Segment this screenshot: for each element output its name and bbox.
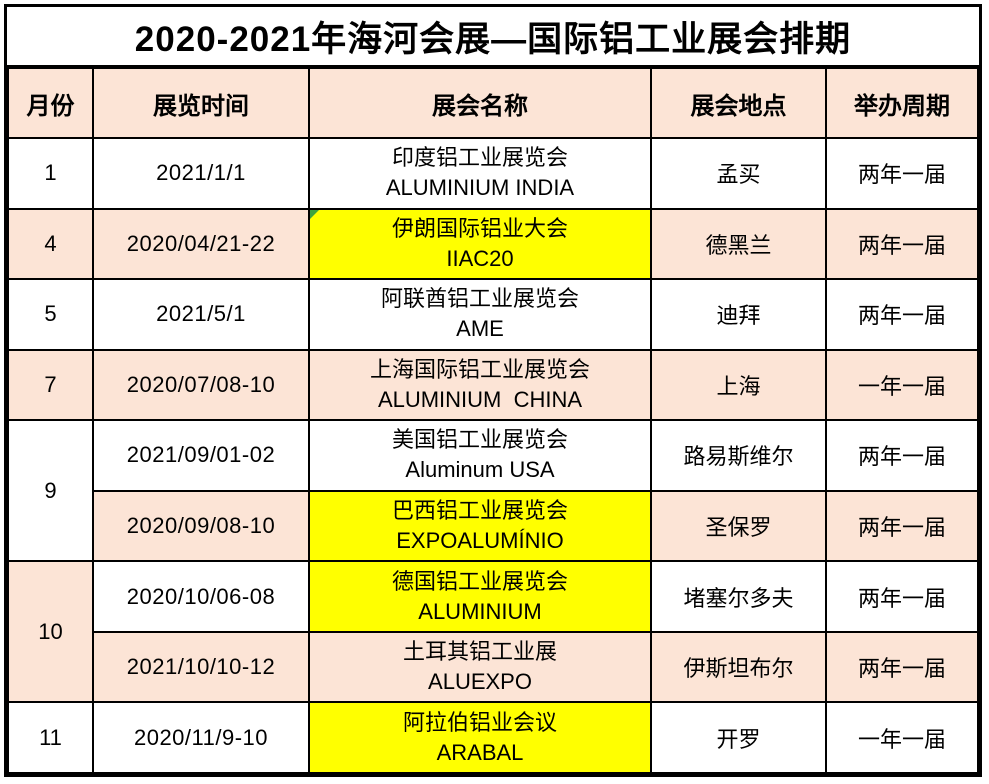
cycle-cell: 两年一届 [825, 207, 979, 281]
name-cell: 美国铝工业展览会 Aluminum USA [308, 419, 652, 492]
header-name: 展会名称 [308, 67, 652, 139]
name-cn: 伊朗国际铝业大会 [391, 215, 568, 241]
header-cycle: 举办周期 [825, 67, 979, 139]
cycle-cell: 一年一届 [825, 348, 979, 422]
table-row: 7 2020/07/08-10 上海国际铝工业展览会 ALUMINIUM CHI… [7, 348, 979, 422]
month-cell-merged: 10 [7, 560, 94, 704]
month-cell: 4 [7, 207, 94, 281]
month-cell: 5 [7, 278, 94, 351]
name-en: ALUEXPO [428, 669, 532, 695]
name-cell: 上海国际铝工业展览会 ALUMINIUM CHINA [308, 348, 652, 422]
table-row: 4 2020/04/21-22 伊朗国际铝业大会 IIAC20 德黑兰 两年一届 [7, 207, 979, 281]
name-cn: 美国铝工业展览会 [391, 427, 568, 453]
name-en: IIAC20 [446, 245, 514, 271]
name-cell: 阿拉伯铝业会议 ARABAL [308, 701, 652, 774]
date-cell: 2021/09/01-02 [92, 419, 310, 492]
header-month: 月份 [7, 67, 94, 139]
cycle-cell: 两年一届 [825, 137, 979, 210]
date-cell: 2020/10/06-08 [92, 560, 310, 633]
date-cell: 2020/07/08-10 [92, 348, 310, 422]
location-cell: 开罗 [650, 701, 827, 774]
table-row: 9 2021/09/01-02 美国铝工业展览会 Aluminum USA 路易… [7, 419, 979, 563]
month-cell: 11 [7, 701, 94, 774]
table-row: 1 2021/1/1 印度铝工业展览会 ALUMINIUM INDIA 孟买 两… [7, 137, 979, 210]
name-en: ALUMINIUM INDIA [385, 175, 575, 201]
cell-error-indicator-icon [310, 209, 319, 219]
location-cell: 德黑兰 [650, 207, 827, 281]
name-cell: 伊朗国际铝业大会 IIAC20 [308, 207, 652, 281]
month-cell: 1 [7, 137, 94, 210]
date-cell: 2020/09/08-10 [92, 489, 310, 563]
exhibition-schedule-sheet: 2020-2021年海河会展—国际铝工业展会排期 月份 展览时间 展会名称 展会… [4, 4, 982, 777]
cycle-cell: 两年一届 [825, 630, 979, 704]
date-cell: 2020/11/9-10 [92, 701, 310, 774]
header-location: 展会地点 [650, 67, 827, 139]
table-row: 2021/10/10-12 土耳其铝工业展 ALUEXPO 伊斯坦布尔 两年一届 [8, 630, 979, 704]
month-cell: 7 [7, 348, 94, 422]
name-cell: 阿联酋铝工业展览会 AME [308, 278, 652, 351]
location-cell: 路易斯维尔 [650, 419, 827, 492]
name-cell: 土耳其铝工业展 ALUEXPO [308, 630, 652, 704]
cycle-cell: 一年一届 [825, 701, 979, 774]
name-en: ARABAL [436, 739, 524, 765]
name-en: Aluminum USA [405, 457, 555, 483]
location-cell: 上海 [650, 348, 827, 422]
name-cell: 巴西铝工业展览会 EXPOALUMÍNIO [308, 489, 652, 563]
name-cn: 阿联酋铝工业展览会 [380, 286, 579, 312]
date-cell: 2021/5/1 [92, 278, 310, 351]
name-en: EXPOALUMÍNIO [396, 528, 564, 553]
cycle-cell: 两年一届 [825, 489, 979, 563]
name-cell: 印度铝工业展览会 ALUMINIUM INDIA [308, 137, 652, 210]
name-en: AME [456, 316, 504, 342]
cycle-cell: 两年一届 [825, 560, 979, 633]
date-cell: 2020/04/21-22 [92, 207, 310, 281]
location-cell: 孟买 [650, 137, 827, 210]
name-cell: 德国铝工业展览会 ALUMINIUM [308, 560, 652, 633]
table-row: 2020/09/08-10 巴西铝工业展览会 EXPOALUMÍNIO 圣保罗 … [8, 489, 979, 563]
cycle-cell: 两年一届 [825, 419, 979, 492]
location-cell: 堵塞尔多夫 [650, 560, 827, 633]
table-row: 11 2020/11/9-10 阿拉伯铝业会议 ARABAL 开罗 一年一届 [7, 701, 979, 774]
location-cell: 伊斯坦布尔 [650, 630, 827, 704]
table-header-row: 月份 展览时间 展会名称 展会地点 举办周期 [7, 67, 979, 139]
name-cn: 德国铝工业展览会 [391, 568, 568, 594]
month-cell-merged: 9 [7, 419, 94, 563]
location-cell: 圣保罗 [650, 489, 827, 563]
date-cell: 2021/10/10-12 [92, 630, 310, 704]
name-cn: 印度铝工业展览会 [391, 145, 568, 171]
location-cell: 迪拜 [650, 278, 827, 351]
date-cell: 2021/1/1 [92, 137, 310, 210]
header-date: 展览时间 [92, 67, 310, 139]
cycle-cell: 两年一届 [825, 278, 979, 351]
exhibition-table: 月份 展览时间 展会名称 展会地点 举办周期 1 2021/1/1 印度铝工业展… [7, 67, 979, 774]
name-en: ALUMINIUM [418, 598, 542, 624]
name-cn: 上海国际铝工业展览会 [369, 356, 590, 382]
table-row: 10 2020/10/06-08 德国铝工业展览会 ALUMINIUM 堵塞尔多… [7, 560, 979, 704]
name-en: ALUMINIUM CHINA [377, 386, 583, 412]
name-cn: 土耳其铝工业展 [402, 639, 557, 665]
page-title: 2020-2021年海河会展—国际铝工业展会排期 [7, 7, 979, 67]
table-row: 5 2021/5/1 阿联酋铝工业展览会 AME 迪拜 两年一届 [7, 278, 979, 351]
name-cn: 阿拉伯铝业会议 [402, 709, 557, 735]
name-cn: 巴西铝工业展览会 [391, 498, 568, 523]
